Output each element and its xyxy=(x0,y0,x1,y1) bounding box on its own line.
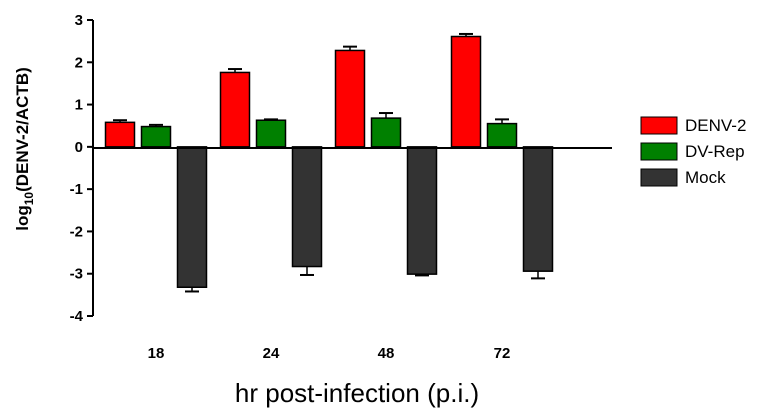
y-tick-label: 0 xyxy=(75,139,83,156)
x-tick-label: 72 xyxy=(494,345,511,362)
error-bar xyxy=(379,112,393,119)
y-tick-label: -2 xyxy=(70,223,83,240)
y-tick-label: -1 xyxy=(70,181,83,198)
legend: DENV-2 DV-Rep Mock xyxy=(640,116,746,187)
error-bar xyxy=(300,266,314,276)
bar-denv-2-48 xyxy=(334,49,366,148)
legend-item: DV-Rep xyxy=(640,142,745,161)
x-tick-label: 24 xyxy=(263,345,280,362)
y-axis-title: log10(DENV-2/ACTB) xyxy=(13,67,36,231)
error-bar xyxy=(495,118,509,124)
error-bar xyxy=(228,68,242,73)
y-ticks-layer: 3 2 1 0 -1 -2 -3 -4 xyxy=(70,12,93,325)
legend-item: DENV-2 xyxy=(640,116,746,135)
bar-denv-2-24 xyxy=(219,71,251,148)
y-axis-title-subscript: 10 xyxy=(22,192,36,206)
legend-label: Mock xyxy=(685,168,726,187)
error-bar xyxy=(343,45,357,51)
y-axis-title-prefix: log xyxy=(13,205,32,231)
legend-swatch xyxy=(640,142,678,161)
y-tick-label: 3 xyxy=(75,12,83,29)
legend-swatch xyxy=(640,116,678,135)
axes-layer xyxy=(92,20,612,316)
bar-denv-2-18 xyxy=(104,121,136,148)
legend-label: DENV-2 xyxy=(685,116,746,135)
error-bar xyxy=(113,119,127,123)
error-bar xyxy=(185,287,199,293)
bar-mock-48 xyxy=(406,146,438,275)
x-tick-label: 18 xyxy=(148,345,165,362)
bar-mock-18 xyxy=(176,146,208,288)
error-bar xyxy=(531,271,545,280)
legend-swatch xyxy=(640,168,678,187)
error-bars-layer xyxy=(113,32,545,293)
legend-label: DV-Rep xyxy=(685,142,745,161)
bar-mock-24 xyxy=(291,146,323,268)
bars-layer xyxy=(104,35,554,288)
bar-dv-rep-24 xyxy=(255,119,287,148)
bar-dv-rep-48 xyxy=(370,117,402,148)
error-bar xyxy=(459,32,473,37)
x-tick-label: 48 xyxy=(378,345,395,362)
y-tick-label: 1 xyxy=(75,97,83,114)
y-tick-label: 2 xyxy=(75,54,83,71)
x-ticks-layer: 18 24 48 72 xyxy=(148,345,511,362)
x-axis-title: hr post-infection (p.i.) xyxy=(235,378,479,408)
error-bar xyxy=(415,274,429,277)
legend-item: Mock xyxy=(640,168,726,187)
bar-dv-rep-72 xyxy=(486,122,518,148)
y-axis-title-suffix: (DENV-2/ACTB) xyxy=(13,67,32,192)
bar-dv-rep-18 xyxy=(140,125,172,148)
error-bar xyxy=(264,118,278,121)
bar-denv-2-72 xyxy=(450,35,482,148)
y-tick-label: -3 xyxy=(70,266,83,283)
y-tick-label: -4 xyxy=(70,308,84,325)
bar-mock-72 xyxy=(522,146,554,272)
error-bar xyxy=(149,123,163,127)
